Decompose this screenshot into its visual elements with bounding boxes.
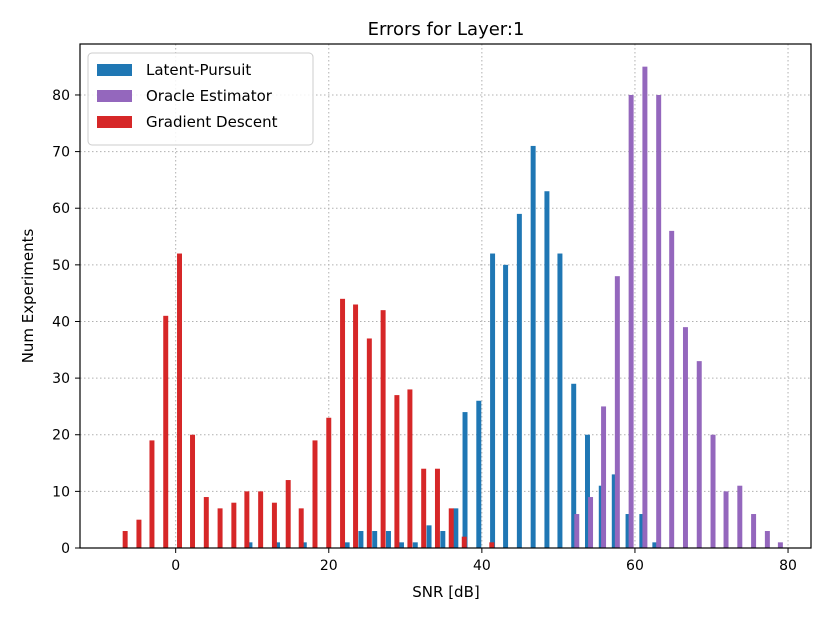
gradient-descent-bar	[421, 468, 427, 548]
latent-pursuit-bar	[344, 542, 350, 548]
legend: Latent-Pursuit Oracle Estimator Gradient D…	[87, 52, 314, 146]
legend-swatch-oracle-estimator	[97, 90, 132, 102]
gradient-descent-bar	[163, 315, 169, 548]
gradient-descent-bar	[340, 298, 346, 548]
latent-pursuit-bar	[274, 542, 280, 548]
oracle-estimator-bar	[710, 434, 716, 548]
chart-title: Errors for Layer:1	[368, 19, 525, 40]
latent-pursuit-bar	[585, 434, 590, 548]
gradient-descent-bar	[136, 519, 142, 548]
oracle-estimator-bar	[777, 542, 783, 548]
y-axis-title: Num Experiments	[19, 229, 37, 364]
y-tick-label: 60	[52, 201, 70, 217]
latent-pursuit-bar	[412, 542, 418, 548]
gradient-descent-bar	[353, 304, 359, 548]
gradient-descent-bar	[326, 417, 332, 548]
oracle-estimator-bar	[696, 361, 702, 548]
gradient-descent-bar	[434, 468, 440, 548]
y-tick-label: 50	[52, 258, 70, 274]
oracle-estimator-bar	[751, 514, 757, 548]
y-tick-label: 70	[52, 145, 70, 161]
axis-ticks: 0 20 40 60 80 0 10 20 30 40 50 60 70 80	[52, 88, 797, 574]
gradient-descent-bar	[394, 395, 400, 548]
legend-label-gradient-descent: Gradient Descent	[146, 113, 278, 131]
oracle-estimator-bar	[682, 327, 688, 548]
gradient-descent-bar	[177, 253, 182, 549]
latent-pursuit-bar	[611, 474, 617, 548]
gradient-descent-bar	[407, 389, 413, 548]
gradient-descent-bar	[285, 480, 291, 548]
latent-pursuit-bar	[398, 542, 404, 548]
legend-label-latent-pursuit: Latent-Pursuit	[146, 61, 251, 79]
latent-pursuit-bar	[301, 542, 307, 548]
x-tick-label: 0	[171, 558, 180, 574]
gradient-descent-bar	[312, 440, 318, 548]
x-tick-label: 40	[473, 558, 491, 574]
latent-pursuit-bar	[453, 508, 459, 548]
latent-pursuit-bar	[440, 531, 446, 548]
latent-pursuit-bar	[247, 542, 253, 548]
y-tick-label: 20	[52, 428, 70, 444]
gradient-descent-bar	[489, 542, 495, 548]
legend-swatch-gradient-descent	[97, 116, 132, 128]
latent-pursuit-bar	[426, 525, 432, 548]
legend-box	[87, 52, 314, 146]
legend-label-oracle-estimator: Oracle Estimator	[146, 87, 273, 105]
gradient-descent-bar	[244, 491, 250, 548]
latent-pursuit-bar	[544, 191, 550, 548]
oracle-estimator-bar	[601, 406, 607, 548]
oracle-estimator-bar	[614, 276, 620, 548]
y-tick-label: 40	[52, 314, 70, 330]
gradient-descent-bar	[366, 338, 372, 548]
oracle-estimator-bar	[737, 485, 743, 548]
gradient-descent-bar	[461, 536, 467, 548]
gradient-descent-bar	[271, 502, 277, 548]
gradient-descent-bar	[298, 508, 304, 548]
latent-pursuit-bar	[625, 514, 631, 548]
gradient-descent-bar	[380, 310, 386, 548]
oracle-estimator-bar	[642, 66, 648, 549]
latent-pursuit-bar	[358, 531, 364, 548]
oracle-estimator-bar	[723, 491, 729, 548]
y-tick-label: 30	[52, 371, 70, 387]
bars	[122, 66, 783, 549]
x-tick-label: 80	[779, 558, 797, 574]
gradient-descent-bar	[149, 440, 155, 548]
x-axis-title: SNR [dB]	[412, 583, 479, 601]
latent-pursuit-bar	[462, 412, 468, 548]
latent-pursuit-bar	[516, 213, 522, 548]
oracle-estimator-bar	[656, 94, 662, 548]
latent-pursuit-bar	[557, 253, 563, 549]
gradient-descent-bar	[190, 434, 196, 548]
gradient-descent-bar	[258, 491, 264, 548]
y-tick-label: 80	[52, 88, 70, 104]
x-tick-label: 20	[320, 558, 338, 574]
gradient-descent-bar	[231, 502, 237, 548]
latent-pursuit-bar	[652, 542, 658, 548]
latent-pursuit-bar	[372, 531, 378, 548]
oracle-estimator-bar	[628, 94, 634, 548]
legend-swatch-latent-pursuit	[97, 64, 132, 76]
y-tick-label: 10	[52, 484, 70, 500]
latent-pursuit-bar	[490, 253, 496, 549]
oracle-estimator-bar	[669, 230, 675, 548]
latent-pursuit-bar	[476, 400, 482, 548]
gradient-descent-bar	[448, 508, 454, 548]
latent-pursuit-bar	[639, 514, 645, 548]
x-tick-label: 60	[626, 558, 644, 574]
latent-pursuit-bar	[385, 531, 391, 548]
gradient-descent-bar	[122, 531, 128, 548]
oracle-estimator-bar	[764, 531, 770, 548]
oracle-estimator-bar	[588, 497, 594, 548]
oracle-estimator-bar	[574, 514, 580, 548]
latent-pursuit-bar	[571, 383, 577, 548]
gradient-descent-bar	[203, 497, 209, 548]
latent-pursuit-bar	[530, 145, 536, 548]
plot-frame	[79, 43, 812, 549]
y-tick-label: 0	[61, 541, 70, 557]
latent-pursuit-bar	[503, 264, 509, 548]
gradient-descent-bar	[217, 508, 223, 548]
